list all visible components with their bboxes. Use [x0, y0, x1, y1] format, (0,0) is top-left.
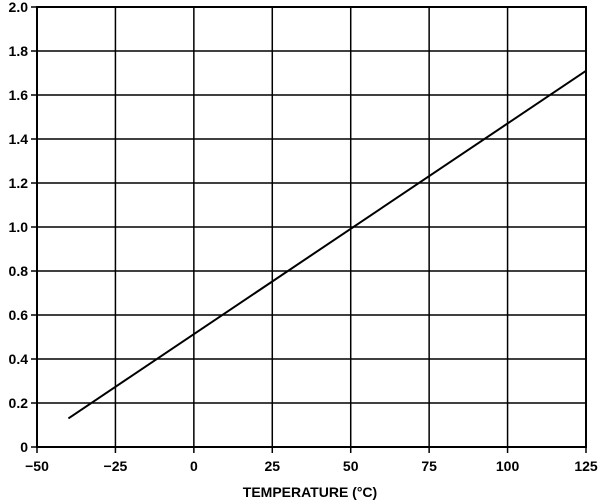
y-axis-ticks: 0 0.2 0.4 0.6 0.8 1.0 1.2 1.4 1.6 1.8 2.0 — [9, 0, 29, 455]
y-tick-label: 1.2 — [9, 175, 29, 191]
x-tick-label: −25 — [104, 458, 128, 474]
y-tick-label: 0.6 — [9, 307, 29, 323]
x-tick-label: 0 — [190, 458, 198, 474]
y-tick-label: 1.0 — [9, 219, 29, 235]
y-tick-label: 0.4 — [9, 351, 29, 367]
x-tick-label: 75 — [421, 458, 437, 474]
x-axis-label: TEMPERATURE (°C) — [243, 484, 377, 500]
y-tick-label: 2.0 — [9, 0, 29, 15]
y-tick-label: 0 — [20, 439, 28, 455]
plot-frame — [36, 6, 587, 448]
x-tick-label: 25 — [264, 458, 280, 474]
x-tick-label: 125 — [574, 458, 598, 474]
x-tick-label: 50 — [343, 458, 359, 474]
grid-lines — [31, 6, 587, 453]
series-line — [67, 69, 587, 420]
y-tick-label: 0.8 — [9, 263, 29, 279]
y-tick-label: 1.6 — [9, 87, 29, 103]
y-tick-label: 0.2 — [9, 395, 29, 411]
x-tick-label: −50 — [25, 458, 49, 474]
x-axis-ticks: −50 −25 0 25 50 75 100 125 — [25, 458, 598, 474]
y-tick-label: 1.8 — [9, 43, 29, 59]
plot-area — [67, 69, 587, 420]
y-tick-label: 1.4 — [9, 131, 29, 147]
x-tick-label: 100 — [496, 458, 520, 474]
